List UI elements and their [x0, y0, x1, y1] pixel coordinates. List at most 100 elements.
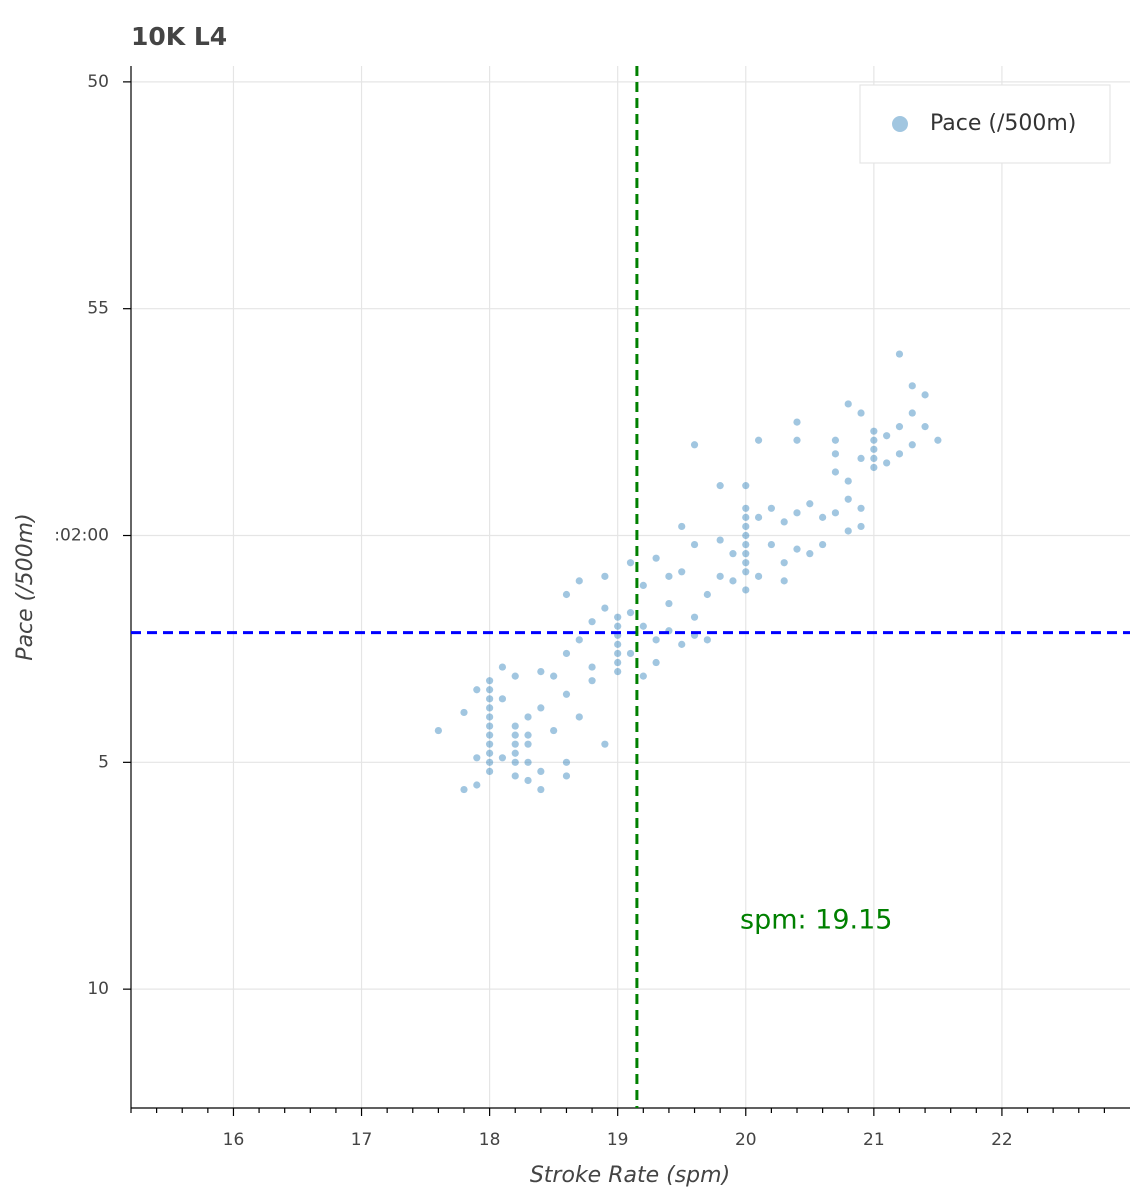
point	[754, 572, 763, 580]
point	[742, 522, 750, 531]
point	[908, 409, 916, 417]
point	[537, 668, 545, 676]
y-tick-label: :02:00	[54, 526, 109, 546]
marks	[434, 350, 942, 794]
point	[537, 767, 545, 776]
point	[857, 522, 865, 531]
legend-box	[859, 84, 1111, 164]
point	[754, 436, 763, 444]
y-axis-label: Pace (/500m)	[13, 513, 38, 660]
point	[460, 708, 468, 717]
point	[678, 522, 686, 531]
point	[524, 740, 532, 748]
point	[614, 613, 622, 621]
point	[742, 540, 750, 549]
point	[780, 559, 788, 567]
point	[767, 504, 775, 512]
point	[562, 758, 571, 766]
point	[883, 432, 891, 440]
point	[486, 677, 494, 685]
point	[588, 677, 596, 685]
point	[895, 423, 904, 431]
point	[434, 726, 442, 735]
point	[498, 663, 507, 671]
point	[831, 509, 840, 517]
point	[524, 731, 532, 739]
x-tick-label: 18	[479, 1130, 501, 1150]
point	[844, 527, 852, 535]
point	[614, 668, 622, 676]
point	[793, 436, 801, 444]
point	[639, 672, 647, 680]
point	[537, 704, 545, 712]
point	[742, 550, 750, 558]
point	[690, 441, 699, 449]
point	[895, 450, 904, 458]
foreground: 50 55:02:00 5 10 16 17 18 19 20 21 22 spm: 19.15 Pac…	[54, 66, 1130, 1150]
point	[921, 423, 929, 431]
x-tick-label: 20	[735, 1130, 757, 1150]
x-tick-label: 17	[351, 1130, 373, 1150]
point	[473, 781, 481, 789]
point	[562, 772, 571, 780]
point	[767, 540, 775, 549]
y-tick-label: 5	[98, 752, 109, 772]
point	[742, 482, 750, 490]
point	[511, 722, 519, 730]
point	[575, 577, 583, 585]
point	[716, 536, 724, 544]
point	[652, 554, 660, 562]
point	[870, 427, 878, 435]
point	[486, 713, 494, 721]
point	[486, 740, 494, 748]
point	[883, 459, 891, 467]
point	[614, 649, 622, 658]
point	[575, 636, 583, 644]
point	[908, 441, 916, 449]
point	[511, 672, 519, 680]
point	[857, 504, 865, 512]
point	[460, 785, 468, 794]
point	[780, 577, 788, 585]
point	[524, 776, 532, 785]
point	[498, 754, 507, 762]
point	[870, 436, 878, 444]
grid	[131, 66, 1130, 1108]
point	[550, 726, 558, 735]
point	[742, 586, 750, 594]
point	[626, 559, 635, 567]
x-tick-label: 16	[223, 1130, 245, 1150]
point	[703, 636, 711, 644]
point	[729, 550, 737, 558]
point	[831, 436, 840, 444]
point	[742, 531, 750, 540]
point	[486, 695, 494, 703]
point	[793, 509, 801, 517]
chart-title: 10K L4	[131, 22, 227, 51]
point	[511, 749, 519, 757]
point	[793, 418, 801, 426]
y-tick-label: 55	[87, 299, 109, 319]
point	[511, 772, 519, 780]
point	[665, 599, 673, 608]
x-tick-label: 21	[863, 1130, 885, 1150]
point	[831, 468, 840, 476]
point	[524, 758, 532, 766]
point	[806, 500, 814, 508]
legend-label: Pace (/500m)	[930, 111, 1076, 136]
point	[754, 513, 763, 521]
point	[511, 758, 519, 766]
point	[575, 713, 583, 721]
point	[626, 649, 635, 658]
point	[562, 590, 571, 599]
point	[626, 609, 635, 617]
point	[562, 690, 571, 698]
point	[857, 454, 865, 462]
point	[486, 749, 494, 757]
point	[690, 540, 699, 549]
point	[844, 400, 852, 408]
point	[678, 568, 686, 576]
point	[473, 754, 481, 762]
